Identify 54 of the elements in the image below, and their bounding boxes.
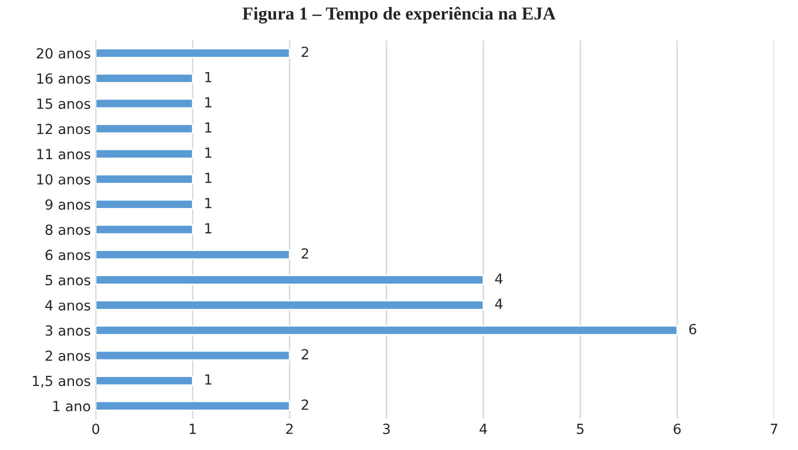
x-tick-label: 0 — [92, 424, 100, 434]
y-tick-label: 20 anos — [36, 48, 90, 59]
y-tick-label: 9 anos — [45, 199, 90, 210]
bar — [96, 73, 194, 84]
data-label: 1 — [205, 198, 212, 208]
bar — [96, 98, 194, 109]
data-label: 1 — [205, 148, 212, 158]
data-label: 1 — [205, 374, 212, 385]
x-tick-label: 2 — [286, 424, 293, 434]
bar — [96, 48, 290, 58]
y-tick-label: 8 anos — [46, 224, 90, 235]
x-tick-label: 7 — [770, 424, 778, 434]
data-label: 2 — [302, 248, 308, 259]
bar — [96, 350, 290, 361]
x-tick-label: 6 — [674, 424, 681, 434]
y-tick-label: 11 anos — [37, 149, 90, 160]
bar — [96, 224, 194, 235]
bar — [96, 376, 194, 386]
x-tick-label: 5 — [576, 424, 584, 434]
y-tick-label: 15 anos — [37, 98, 90, 109]
data-label: 6 — [689, 324, 696, 334]
y-tick-label: 16 anos — [37, 73, 90, 84]
x-tick-label: 1 — [190, 424, 196, 434]
bar — [96, 400, 290, 412]
chart-title: Figura 1 – Tempo de experiência na EJA — [242, 6, 556, 24]
bar — [96, 124, 194, 134]
data-label: 2 — [302, 46, 308, 57]
data-label: 1 — [205, 122, 212, 133]
bar — [96, 325, 678, 336]
bar — [96, 199, 194, 210]
bar — [96, 274, 484, 286]
y-tick-label: 12 anos — [37, 124, 90, 134]
data-label: 2 — [302, 399, 308, 410]
data-label: 1 — [205, 97, 212, 108]
y-tick-label: 2 anos — [46, 350, 90, 361]
data-label: 1 — [205, 223, 212, 234]
y-tick-label: 5 anos — [46, 275, 90, 286]
bar — [96, 250, 290, 260]
data-label: 1 — [205, 72, 212, 82]
data-label: 4 — [495, 274, 503, 284]
y-tick-label: 6 anos — [46, 250, 90, 260]
y-tick-label: 1,5 anos — [32, 376, 90, 388]
y-tick-label: 1 ano — [53, 401, 90, 412]
bar — [96, 300, 484, 310]
y-tick-label: 3 anos — [46, 325, 90, 336]
data-label: 4 — [495, 298, 503, 309]
x-tick-label: 4 — [480, 424, 487, 434]
x-tick-label: 3 — [383, 424, 390, 434]
bar — [96, 174, 194, 184]
bar — [96, 148, 194, 160]
y-tick-label: 10 anos — [37, 174, 90, 185]
y-tick-label: 4 anos — [45, 300, 90, 311]
data-label: 2 — [302, 349, 308, 360]
data-label: 1 — [205, 172, 212, 183]
